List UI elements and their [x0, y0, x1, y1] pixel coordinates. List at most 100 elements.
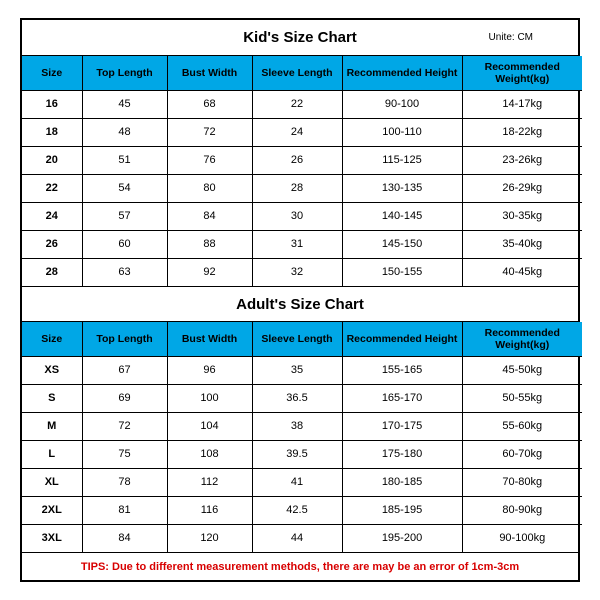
table-cell: 69: [82, 384, 167, 412]
table-cell: 78: [82, 468, 167, 496]
table-cell: 45: [82, 90, 167, 118]
col-bust-width: Bust Width: [167, 322, 252, 356]
table-cell: 130-135: [342, 174, 462, 202]
table-cell: 54: [82, 174, 167, 202]
table-cell: 165-170: [342, 384, 462, 412]
table-cell: 115-125: [342, 146, 462, 174]
table-cell: 80-90kg: [462, 496, 582, 524]
table-cell: 72: [167, 118, 252, 146]
kid-header-row: Size Top Length Bust Width Sleeve Length…: [22, 56, 582, 90]
table-row: S6910036.5165-17050-55kg: [22, 384, 582, 412]
col-rec-height: Recommended Height: [342, 56, 462, 90]
table-cell: 92: [167, 258, 252, 286]
table-row: L7510839.5175-18060-70kg: [22, 440, 582, 468]
table-cell: 88: [167, 230, 252, 258]
col-rec-weight: Recommended Weight(kg): [462, 56, 582, 90]
table-cell: 67: [82, 356, 167, 384]
table-row: XL7811241180-18570-80kg: [22, 468, 582, 496]
table-cell: 180-185: [342, 468, 462, 496]
col-size: Size: [22, 56, 82, 90]
table-cell: M: [22, 412, 82, 440]
table-cell: 42.5: [252, 496, 342, 524]
table-cell: 50-55kg: [462, 384, 582, 412]
table-cell: 72: [82, 412, 167, 440]
table-row: 22548028130-13526-29kg: [22, 174, 582, 202]
adult-size-table: Size Top Length Bust Width Sleeve Length…: [22, 322, 582, 552]
table-cell: 108: [167, 440, 252, 468]
table-cell: 84: [167, 202, 252, 230]
table-cell: 116: [167, 496, 252, 524]
table-cell: 2XL: [22, 496, 82, 524]
table-cell: 104: [167, 412, 252, 440]
table-cell: 31: [252, 230, 342, 258]
col-rec-weight: Recommended Weight(kg): [462, 322, 582, 356]
table-cell: 90-100kg: [462, 524, 582, 552]
table-cell: 80: [167, 174, 252, 202]
table-cell: 44: [252, 524, 342, 552]
table-cell: 28: [22, 258, 82, 286]
table-cell: XL: [22, 468, 82, 496]
table-row: 24578430140-14530-35kg: [22, 202, 582, 230]
table-row: 2XL8111642.5185-19580-90kg: [22, 496, 582, 524]
table-cell: 90-100: [342, 90, 462, 118]
table-cell: 20: [22, 146, 82, 174]
table-cell: 57: [82, 202, 167, 230]
table-cell: 30-35kg: [462, 202, 582, 230]
adult-title: Adult's Size Chart: [22, 287, 578, 321]
table-cell: 51: [82, 146, 167, 174]
table-cell: 170-175: [342, 412, 462, 440]
table-cell: 39.5: [252, 440, 342, 468]
table-cell: 35: [252, 356, 342, 384]
table-cell: 18: [22, 118, 82, 146]
table-cell: 84: [82, 524, 167, 552]
table-cell: 14-17kg: [462, 90, 582, 118]
col-size: Size: [22, 322, 82, 356]
table-cell: 81: [82, 496, 167, 524]
tips-note: TIPS: Due to different measurement metho…: [22, 552, 578, 580]
table-cell: 48: [82, 118, 167, 146]
table-cell: 22: [22, 174, 82, 202]
table-cell: 45-50kg: [462, 356, 582, 384]
table-row: 3XL8412044195-20090-100kg: [22, 524, 582, 552]
table-cell: 18-22kg: [462, 118, 582, 146]
table-cell: 100: [167, 384, 252, 412]
table-cell: 175-180: [342, 440, 462, 468]
table-cell: 140-145: [342, 202, 462, 230]
table-cell: XS: [22, 356, 82, 384]
table-cell: 60: [82, 230, 167, 258]
table-cell: 3XL: [22, 524, 82, 552]
table-cell: 112: [167, 468, 252, 496]
table-cell: 41: [252, 468, 342, 496]
table-cell: 22: [252, 90, 342, 118]
table-row: M7210438170-17555-60kg: [22, 412, 582, 440]
table-cell: 38: [252, 412, 342, 440]
unit-label: Unite: CM: [489, 20, 533, 55]
table-cell: 195-200: [342, 524, 462, 552]
table-cell: 55-60kg: [462, 412, 582, 440]
table-cell: 100-110: [342, 118, 462, 146]
kid-title-row: Kid's Size Chart Unite: CM: [22, 20, 578, 56]
table-row: 28639232150-15540-45kg: [22, 258, 582, 286]
adult-title-row: Adult's Size Chart: [22, 286, 578, 322]
table-row: 20517626115-12523-26kg: [22, 146, 582, 174]
col-rec-height: Recommended Height: [342, 322, 462, 356]
table-row: 26608831145-15035-40kg: [22, 230, 582, 258]
table-cell: 24: [252, 118, 342, 146]
table-row: 18487224100-11018-22kg: [22, 118, 582, 146]
table-cell: 70-80kg: [462, 468, 582, 496]
size-chart-container: Kid's Size Chart Unite: CM Size Top Leng…: [20, 18, 580, 582]
table-row: XS679635155-16545-50kg: [22, 356, 582, 384]
kid-size-table: Size Top Length Bust Width Sleeve Length…: [22, 56, 582, 286]
table-cell: S: [22, 384, 82, 412]
col-sleeve-length: Sleeve Length: [252, 322, 342, 356]
col-bust-width: Bust Width: [167, 56, 252, 90]
table-cell: 16: [22, 90, 82, 118]
table-cell: 26: [252, 146, 342, 174]
table-cell: 40-45kg: [462, 258, 582, 286]
table-cell: 36.5: [252, 384, 342, 412]
table-cell: 26-29kg: [462, 174, 582, 202]
col-top-length: Top Length: [82, 322, 167, 356]
table-cell: 30: [252, 202, 342, 230]
table-cell: 120: [167, 524, 252, 552]
table-cell: 26: [22, 230, 82, 258]
